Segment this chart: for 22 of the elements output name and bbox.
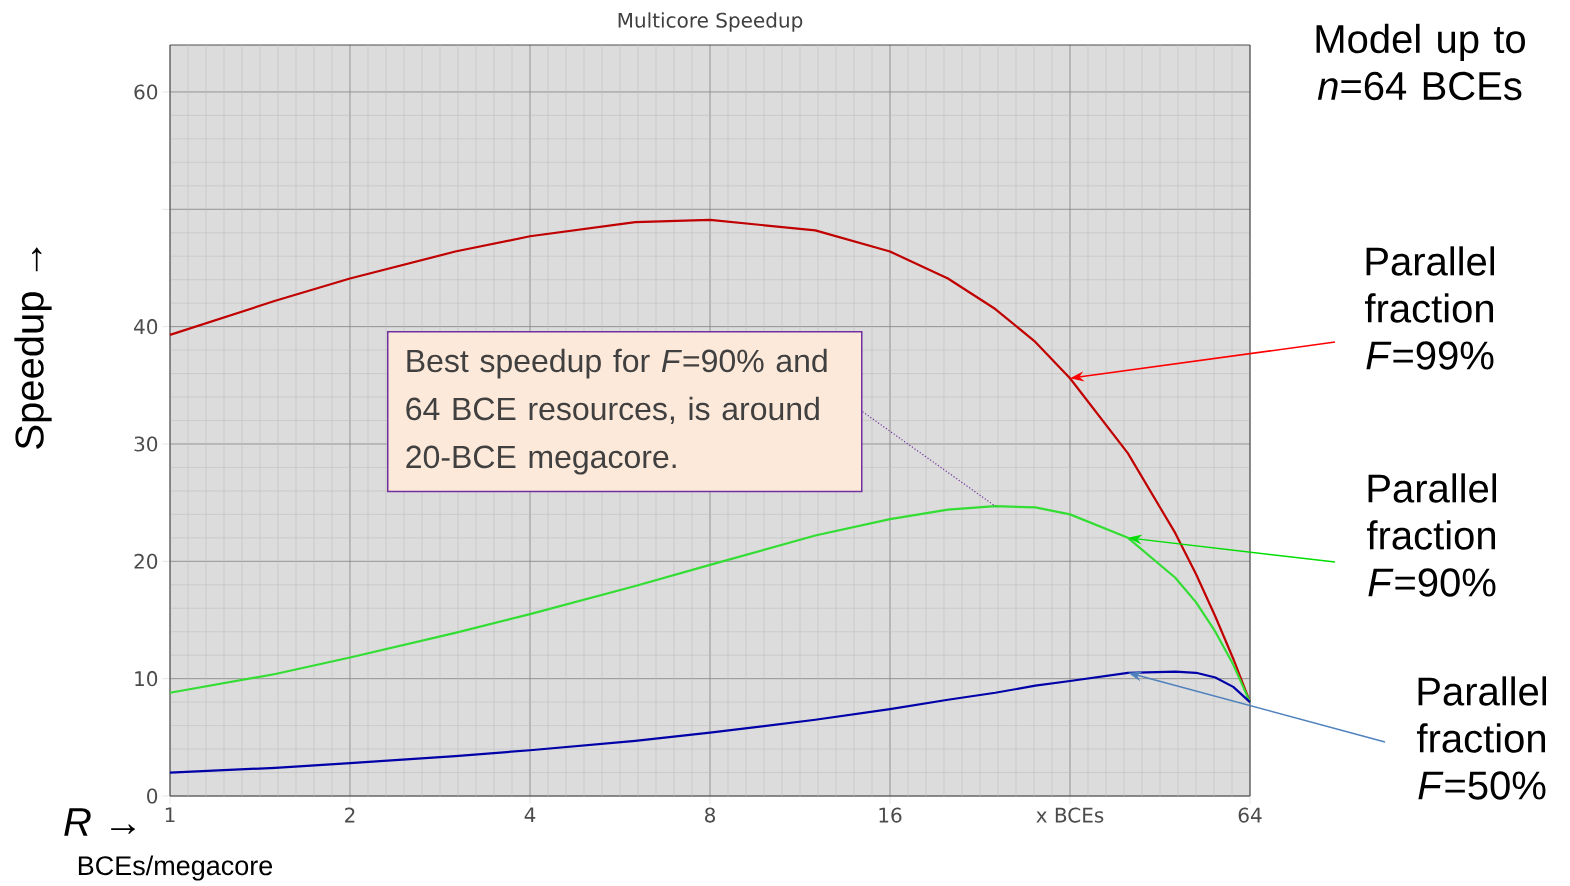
y-tick-label: 60 (134, 84, 158, 100)
y-tick-label: 30 (134, 436, 158, 452)
y-axis-title: Speedup → (14, 247, 52, 449)
x-tick-label: 16 (879, 807, 902, 823)
x-tick-label: 1 (165, 807, 175, 823)
y-tick-label: 10 (135, 671, 158, 687)
y-tick-label: 0 (147, 788, 158, 804)
text: Model up to n=64 BCEs (1316, 23, 1526, 101)
x-tick-label: 64 (1238, 807, 1262, 823)
y-tick-label: 40 (134, 319, 158, 335)
y-tick-label: 20 (134, 553, 158, 569)
annotation: Best speedup for F=90% and 64 BCE resources, is around 20-BCE megacore. (406, 348, 827, 475)
x-tick-label: 4 (524, 807, 536, 823)
text: Parallel fraction F=90% (1366, 473, 1497, 597)
x-tick-label: x BCEs (1036, 807, 1104, 823)
x-tick-label: 2 (345, 807, 355, 823)
chart-title: Multicore Speedup (618, 12, 803, 32)
text: BCEs/megacore (78, 855, 273, 881)
x-axis-title: R → (64, 808, 135, 836)
x-tick-label: 8 (705, 807, 716, 823)
text: Parallel fraction F=99% (1364, 246, 1495, 370)
text: Parallel fraction F=50% (1416, 676, 1547, 800)
